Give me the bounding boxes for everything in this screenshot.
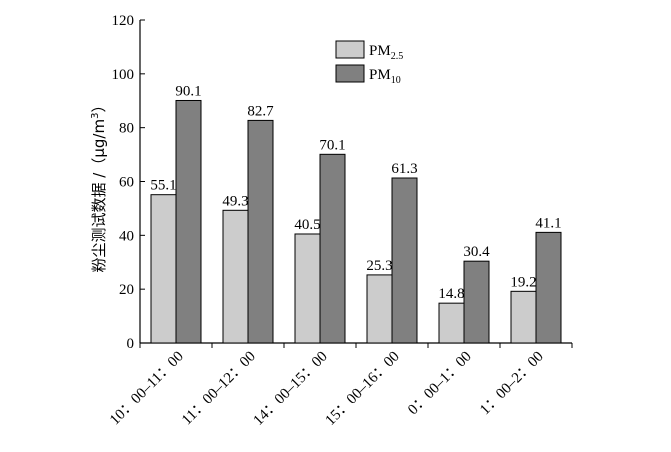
y-tick-label: 80 xyxy=(119,121,134,137)
y-tick-label: 0 xyxy=(127,336,135,352)
legend-swatch-pm10 xyxy=(335,64,365,83)
bar-pm25 xyxy=(294,233,321,344)
x-tick-label: 11：00–12：00 xyxy=(179,349,259,429)
data-label-pm25: 55.1 xyxy=(150,178,176,194)
bar-pm10 xyxy=(319,153,346,344)
legend-label-pm10: PM10 xyxy=(369,67,401,86)
y-tick-label: 20 xyxy=(119,282,134,298)
bar-pm25 xyxy=(222,209,249,344)
legend-label-pm25: PM2.5 xyxy=(369,43,403,62)
y-tick-label: 120 xyxy=(112,13,135,29)
y-tick-label: 40 xyxy=(119,228,134,244)
bar-pm25 xyxy=(438,302,465,344)
data-label-pm10: 70.1 xyxy=(319,137,345,153)
data-label-pm10: 30.4 xyxy=(463,244,490,260)
legend: PM2.5 PM10 xyxy=(335,40,403,86)
bar-pm10 xyxy=(247,119,274,344)
bar-pm10 xyxy=(535,231,562,344)
data-label-pm10: 61.3 xyxy=(391,161,417,177)
bar-pm10 xyxy=(463,260,490,344)
data-label-pm10: 41.1 xyxy=(535,215,561,231)
bar-pm25 xyxy=(510,290,537,344)
y-tick-label: 100 xyxy=(112,67,135,83)
bar-pm25 xyxy=(366,274,393,344)
data-label-pm25: 40.5 xyxy=(294,217,320,233)
bar-pm10 xyxy=(391,177,418,344)
data-label-pm25: 19.2 xyxy=(510,274,536,290)
y-axis-label-group: 粉尘测试数据 /（μg/m3） xyxy=(90,98,108,273)
data-label-pm25: 49.3 xyxy=(222,193,248,209)
x-tick-label: 15：00–16：00 xyxy=(323,349,403,429)
y-tick-label: 60 xyxy=(119,175,134,191)
data-labels: 55.1 90.1 49.3 82.7 40.5 70.1 25.3 61.3 14.8 30.4… xyxy=(150,83,561,302)
x-tick-label: 0：00–1：00 xyxy=(405,349,475,419)
x-tick-label: 14：00–15：00 xyxy=(251,349,331,429)
x-tick-label: 1：00–2：00 xyxy=(477,349,547,419)
legend-swatch-pm25 xyxy=(335,40,365,59)
y-axis-label: 粉尘测试数据 /（μg/m3） xyxy=(90,98,108,273)
data-label-pm25: 25.3 xyxy=(366,258,392,274)
bar-pm10 xyxy=(175,99,202,344)
data-label-pm25: 14.8 xyxy=(438,286,464,302)
bars xyxy=(150,99,562,344)
data-label-pm10: 90.1 xyxy=(175,83,201,99)
x-tick-label: 10：00–11：00 xyxy=(107,349,187,429)
data-label-pm10: 82.7 xyxy=(247,103,274,119)
bar-pm25 xyxy=(150,194,177,344)
